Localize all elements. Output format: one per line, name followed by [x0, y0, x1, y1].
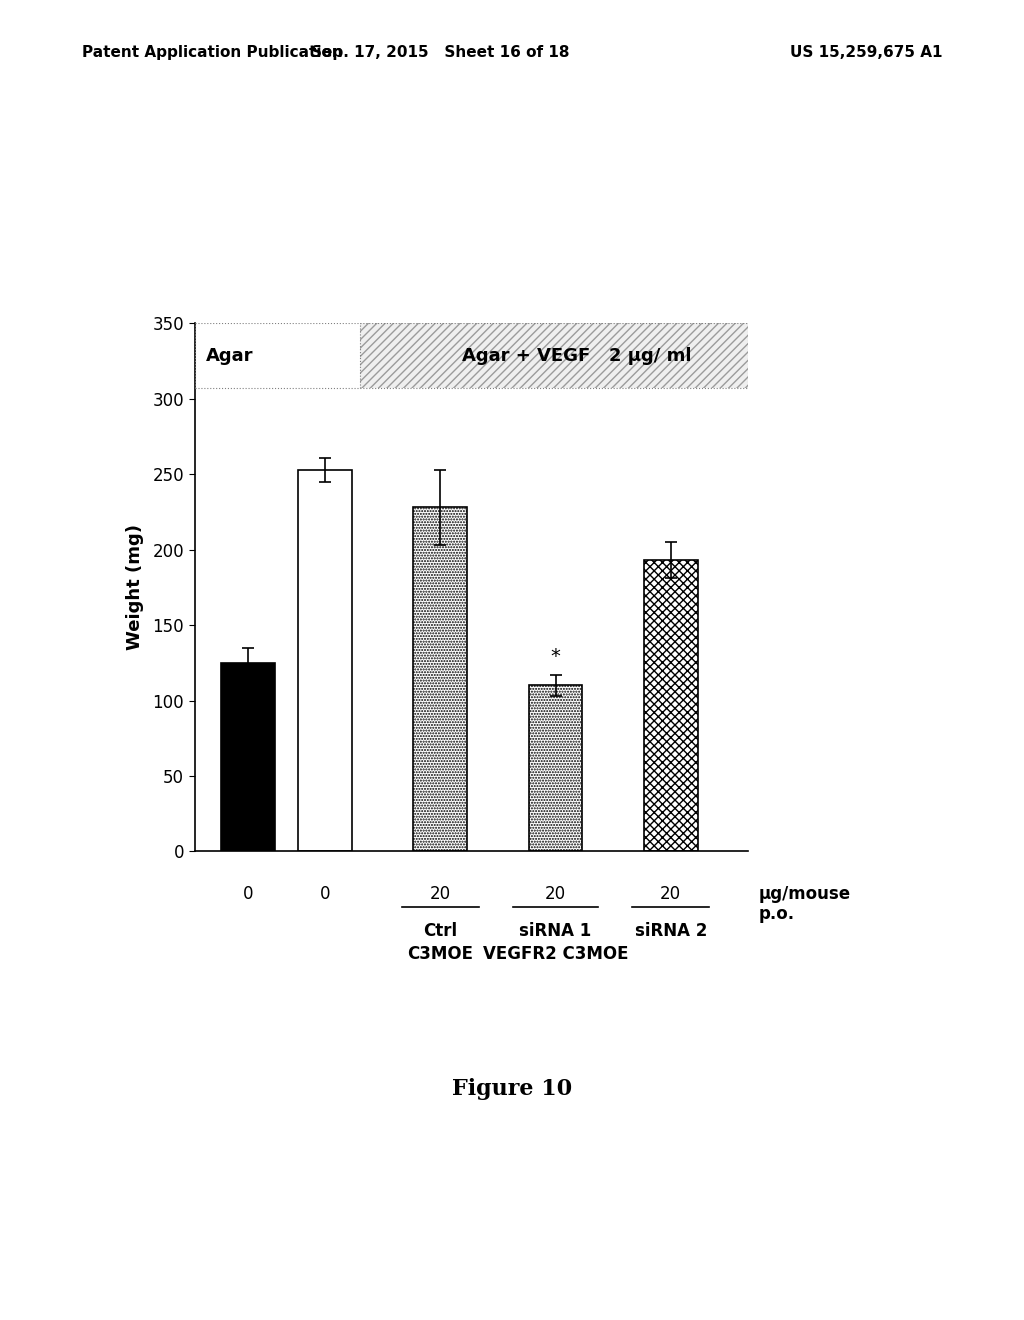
Text: 20: 20: [545, 884, 566, 903]
Text: μg/mouse
p.o.: μg/mouse p.o.: [759, 884, 851, 924]
Text: Agar + VEGF   2 μg/ ml: Agar + VEGF 2 μg/ ml: [462, 347, 691, 364]
Text: C3MOE: C3MOE: [408, 945, 473, 962]
Text: VEGFR2 C3MOE: VEGFR2 C3MOE: [482, 945, 629, 962]
Text: 20: 20: [660, 884, 681, 903]
Text: 0: 0: [243, 884, 254, 903]
Bar: [359, 323, 748, 388]
Text: *: *: [551, 647, 560, 665]
Text: US 15,259,675 A1: US 15,259,675 A1: [790, 45, 942, 59]
Text: Sep. 17, 2015   Sheet 16 of 18: Sep. 17, 2015 Sheet 16 of 18: [311, 45, 569, 59]
Bar: [644, 560, 697, 851]
Text: Patent Application Publication: Patent Application Publication: [82, 45, 343, 59]
Text: Ctrl: Ctrl: [423, 923, 458, 940]
Text: siRNA 2: siRNA 2: [635, 923, 707, 940]
Text: 20: 20: [430, 884, 451, 903]
Text: Agar: Agar: [206, 347, 254, 364]
Bar: [221, 663, 275, 851]
Bar: [195, 323, 359, 388]
Bar: [298, 470, 352, 851]
Bar: [528, 685, 583, 851]
Text: siRNA 1: siRNA 1: [519, 923, 592, 940]
Text: Figure 10: Figure 10: [452, 1078, 572, 1100]
Y-axis label: Weight (mg): Weight (mg): [126, 524, 144, 651]
Text: 0: 0: [319, 884, 331, 903]
Bar: [414, 507, 467, 851]
